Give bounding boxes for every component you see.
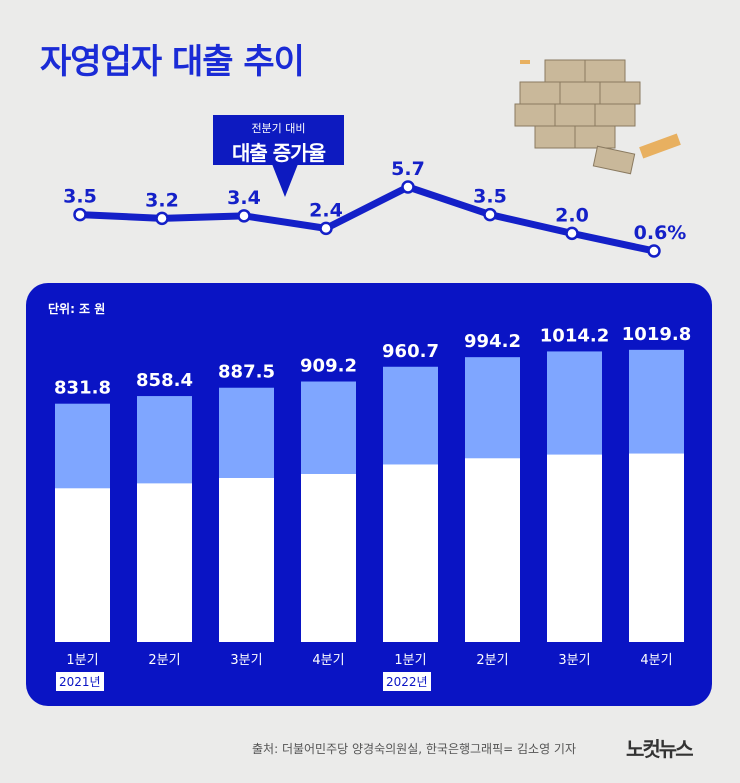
x-tick-label: 1분기: [66, 653, 98, 668]
unit-label: 단위: 조 원: [48, 302, 106, 316]
growth-rate-line: [79, 183, 655, 255]
x-tick-label: 4분기: [312, 653, 344, 668]
callout-tail: [272, 164, 298, 197]
bar-value-label: 858.4: [136, 370, 193, 391]
data-point: [237, 209, 251, 223]
data-point: [155, 211, 169, 226]
data-label: 2.4: [309, 199, 343, 221]
data-label: 2.0: [555, 204, 589, 226]
data-point: [401, 180, 415, 194]
credit-text: 그래픽= 김소영 기자: [470, 742, 577, 756]
x-tick-label: 2분기: [476, 653, 508, 668]
bar-value-label: 994.2: [464, 331, 521, 352]
data-label: 3.5: [63, 186, 97, 208]
growth-rate-line-chart: 3.5 3.2 3.4 2.4 5.7 3.5 2.0 0.6%: [63, 158, 687, 258]
x-tick-label: 1분기: [394, 653, 426, 668]
bar-value-label: 831.8: [54, 378, 111, 399]
callout-main: 대출 증가율: [232, 141, 326, 165]
year-label-2021: 2021년: [56, 672, 104, 691]
bar-value-label: 887.5: [218, 362, 275, 383]
x-tick-label: 2분기: [148, 653, 180, 668]
page-title: 자영업자 대출 추이: [40, 42, 305, 82]
x-tick-label: 3분기: [558, 653, 590, 668]
data-label: 3.4: [227, 187, 261, 209]
data-point: [319, 221, 333, 236]
x-tick-label: 4분기: [640, 653, 672, 668]
money-stack-illustration: [514, 59, 681, 175]
bar-inner: [547, 454, 602, 642]
source-text: 출처: 더불어민주당 양경숙의원실, 한국은행: [252, 742, 471, 756]
bar-inner: [465, 458, 520, 642]
bar-value-label: 1014.2: [540, 325, 609, 346]
data-label: 3.2: [145, 189, 179, 211]
bar-inner: [629, 453, 684, 642]
data-label: 3.5: [473, 186, 507, 208]
data-point: [647, 244, 661, 258]
bar-value-label: 909.2: [300, 356, 357, 377]
callout-sub: 전분기 대비: [251, 122, 306, 135]
bar-inner: [137, 483, 192, 642]
bar-inner: [301, 473, 356, 642]
bar-value-label: 1019.8: [622, 324, 691, 345]
x-tick-label: 3분기: [230, 653, 262, 668]
callout-box: 전분기 대비 대출 증가율: [213, 115, 344, 165]
bar-inner: [383, 464, 438, 642]
bar-inner: [55, 488, 110, 642]
data-point: [483, 207, 497, 222]
data-point: [73, 207, 87, 222]
bar-value-label: 960.7: [382, 341, 439, 362]
data-point: [565, 226, 579, 241]
data-label: 5.7: [391, 158, 425, 180]
year-label-2022: 2022년: [383, 672, 431, 691]
bar-inner: [219, 477, 274, 642]
data-label: 0.6%: [634, 222, 687, 244]
logo: 노컷뉴스: [626, 737, 694, 761]
